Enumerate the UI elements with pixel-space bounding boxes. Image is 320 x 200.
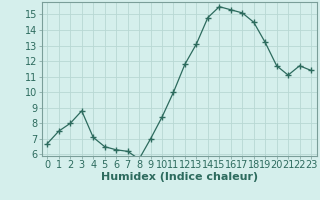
- X-axis label: Humidex (Indice chaleur): Humidex (Indice chaleur): [100, 172, 258, 182]
